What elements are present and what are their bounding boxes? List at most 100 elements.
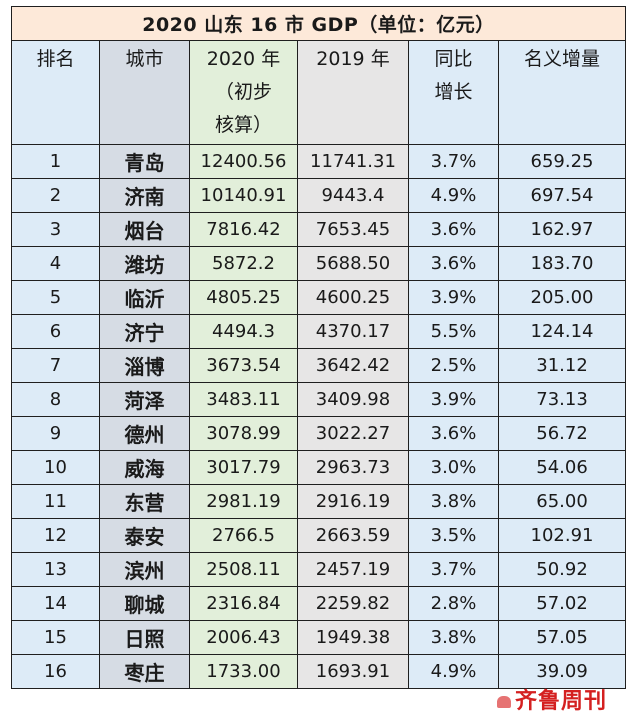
cell-yoy: 3.7%: [408, 144, 499, 179]
cell-increase: 162.97: [497, 212, 627, 247]
cell-gdp-2019: 3022.27: [297, 416, 409, 451]
cell-gdp-2019: 5688.50: [297, 246, 409, 281]
cell-increase: 57.02: [497, 586, 627, 621]
header-city: 城市: [99, 40, 190, 145]
cell-city: 聊城: [99, 586, 190, 621]
cell-yoy: 3.0%: [408, 450, 499, 485]
cell-gdp-2019: 3642.42: [297, 348, 409, 383]
cell-rank: 4: [11, 246, 100, 281]
cell-increase: 54.06: [497, 450, 627, 485]
table-body: 1 青岛 12400.56 11741.31 3.7% 659.25 2 济南 10140.9…: [11, 144, 627, 689]
cell-rank: 8: [11, 382, 100, 417]
cell-increase: 31.12: [497, 348, 627, 383]
cell-city: 滨州: [99, 552, 190, 587]
header-gdp-2020-line2: （初步: [214, 81, 272, 103]
cell-rank: 5: [11, 280, 100, 315]
table-row: 14 聊城 2316.84 2259.82 2.8% 57.02: [11, 586, 627, 621]
cell-rank: 13: [11, 552, 100, 587]
cell-gdp-2019: 1949.38: [297, 620, 409, 655]
cell-gdp-2019: 2916.19: [297, 484, 409, 519]
cell-yoy: 5.5%: [408, 314, 499, 349]
table-row: 13 滨州 2508.11 2457.19 3.7% 50.92: [11, 552, 627, 587]
cell-city: 东营: [99, 484, 190, 519]
table-row: 11 东营 2981.19 2916.19 3.8% 65.00: [11, 484, 627, 519]
cell-gdp-2019: 3409.98: [297, 382, 409, 417]
header-nominal-increase: 名义增量: [497, 40, 627, 145]
cell-rank: 7: [11, 348, 100, 383]
cell-city: 菏泽: [99, 382, 190, 417]
cell-increase: 205.00: [497, 280, 627, 315]
cell-yoy: 4.9%: [408, 654, 499, 689]
cell-yoy: 4.9%: [408, 178, 499, 213]
cell-yoy: 3.6%: [408, 416, 499, 451]
cell-gdp-2020: 10140.91: [189, 178, 298, 213]
header-yoy-growth: 同比 增长: [408, 40, 499, 145]
cell-increase: 124.14: [497, 314, 627, 349]
table-row: 15 日照 2006.43 1949.38 3.8% 57.05: [11, 620, 627, 655]
table-row: 10 威海 3017.79 2963.73 3.0% 54.06: [11, 450, 627, 485]
cell-rank: 1: [11, 144, 100, 179]
table-row: 8 菏泽 3483.11 3409.98 3.9% 73.13: [11, 382, 627, 417]
cell-city: 青岛: [99, 144, 190, 179]
cell-gdp-2020: 5872.2: [189, 246, 298, 281]
cell-increase: 39.09: [497, 654, 627, 689]
cell-yoy: 3.9%: [408, 382, 499, 417]
cell-gdp-2020: 3673.54: [189, 348, 298, 383]
cell-yoy: 3.6%: [408, 212, 499, 247]
table-row: 5 临沂 4805.25 4600.25 3.9% 205.00: [11, 280, 627, 315]
cell-rank: 9: [11, 416, 100, 451]
cell-yoy: 3.5%: [408, 518, 499, 553]
header-gdp-2020-line3: 核算）: [214, 114, 272, 136]
cell-city: 泰安: [99, 518, 190, 553]
header-row: 排名 城市 2020 年 （初步 核算） 2019 年 同比 增长 名义增量: [11, 40, 627, 145]
cell-increase: 697.54: [497, 178, 627, 213]
gdp-table-container: 2020 山东 16 市 GDP（单位：亿元） 排名 城市 2020 年 （初步…: [10, 6, 627, 689]
header-gdp-2020-line1: 2020 年: [206, 48, 281, 70]
cell-gdp-2020: 2981.19: [189, 484, 298, 519]
header-yoy-line1: 同比: [434, 48, 473, 70]
cell-gdp-2020: 3017.79: [189, 450, 298, 485]
cell-yoy: 3.7%: [408, 552, 499, 587]
cell-yoy: 2.5%: [408, 348, 499, 383]
cell-gdp-2019: 2457.19: [297, 552, 409, 587]
cell-increase: 183.70: [497, 246, 627, 281]
cell-yoy: 3.8%: [408, 484, 499, 519]
title-row: 2020 山东 16 市 GDP（单位：亿元）: [10, 6, 627, 41]
cell-rank: 16: [11, 654, 100, 689]
cell-rank: 14: [11, 586, 100, 621]
cell-gdp-2019: 4370.17: [297, 314, 409, 349]
cell-increase: 65.00: [497, 484, 627, 519]
table-row: 2 济南 10140.91 9443.4 4.9% 697.54: [11, 178, 627, 213]
cell-increase: 659.25: [497, 144, 627, 179]
table-row: 6 济宁 4494.3 4370.17 5.5% 124.14: [11, 314, 627, 349]
cell-gdp-2020: 3483.11: [189, 382, 298, 417]
table-row: 1 青岛 12400.56 11741.31 3.7% 659.25: [11, 144, 627, 179]
watermark-text: 齐鲁周刊: [515, 689, 608, 714]
watermark: 齐鲁周刊: [497, 683, 607, 715]
cell-gdp-2019: 7653.45: [297, 212, 409, 247]
cell-yoy: 3.9%: [408, 280, 499, 315]
cell-city: 潍坊: [99, 246, 190, 281]
cell-city: 日照: [99, 620, 190, 655]
cell-increase: 57.05: [497, 620, 627, 655]
cell-yoy: 3.8%: [408, 620, 499, 655]
cell-increase: 73.13: [497, 382, 627, 417]
cell-city: 德州: [99, 416, 190, 451]
cell-rank: 15: [11, 620, 100, 655]
header-gdp-2020: 2020 年 （初步 核算）: [189, 40, 298, 145]
header-yoy-line2: 增长: [434, 81, 473, 103]
cell-city: 烟台: [99, 212, 190, 247]
table-row: 9 德州 3078.99 3022.27 3.6% 56.72: [11, 416, 627, 451]
watermark-logo-icon: [497, 696, 511, 708]
cell-city: 威海: [99, 450, 190, 485]
cell-rank: 2: [11, 178, 100, 213]
cell-rank: 12: [11, 518, 100, 553]
cell-gdp-2019: 2663.59: [297, 518, 409, 553]
header-gdp-2019: 2019 年: [297, 40, 409, 145]
cell-city: 枣庄: [99, 654, 190, 689]
cell-gdp-2019: 4600.25: [297, 280, 409, 315]
cell-gdp-2020: 7816.42: [189, 212, 298, 247]
cell-city: 淄博: [99, 348, 190, 383]
cell-increase: 56.72: [497, 416, 627, 451]
cell-gdp-2019: 9443.4: [297, 178, 409, 213]
